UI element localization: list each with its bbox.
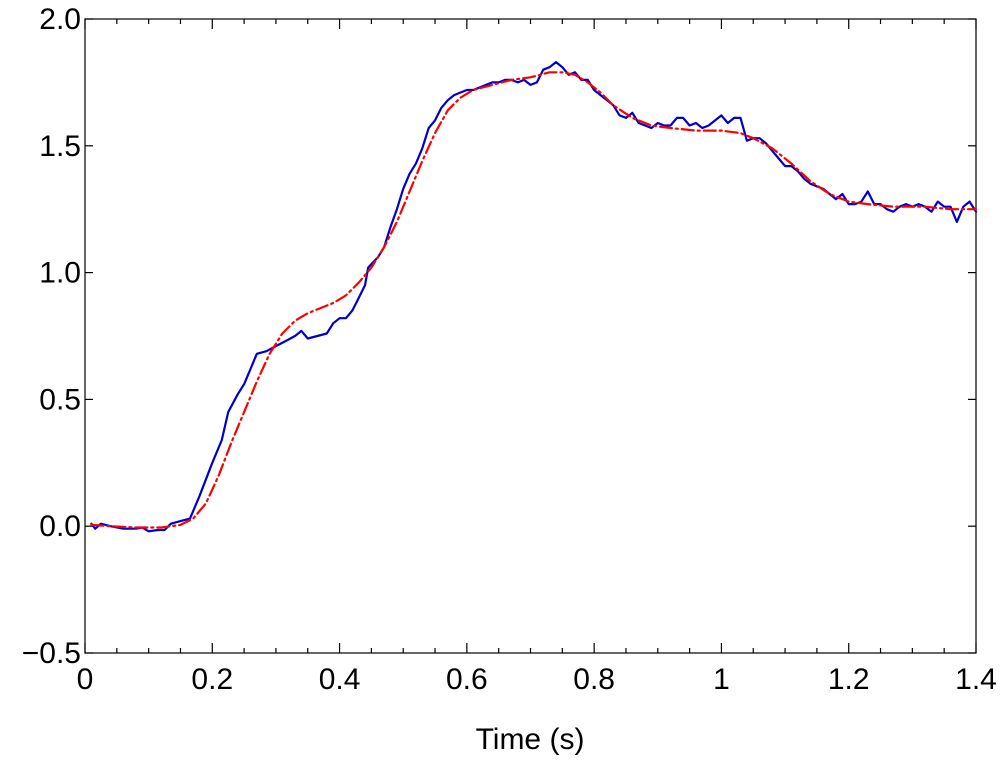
x-axis: 0 0.2 0.4 0.6 0.8 1 1.2 1.4 xyxy=(77,19,997,696)
x-tick-label: 1.4 xyxy=(955,663,997,696)
y-axis: −0.5 0.0 0.5 1.0 1.5 2.0 xyxy=(22,3,976,670)
x-tick-label: 0.2 xyxy=(191,663,233,696)
y-tick-label: −0.5 xyxy=(22,637,81,670)
series-layer xyxy=(90,61,978,533)
y-tick-label: 2.0 xyxy=(39,3,81,36)
series-line-2 xyxy=(90,71,978,529)
x-tick-label: 0 xyxy=(77,663,94,696)
x-tick-label: 1 xyxy=(713,663,730,696)
x-tick-label: 0.6 xyxy=(446,663,488,696)
y-tick-label: 0.5 xyxy=(39,383,81,416)
x-tick-label: 0.8 xyxy=(573,663,615,696)
plot-area xyxy=(84,18,977,654)
y-tick-label: 1.0 xyxy=(39,257,81,290)
y-tick-label: 0.0 xyxy=(39,510,81,543)
x-axis-title: Time (s) xyxy=(476,723,585,756)
x-tick-label: 1.2 xyxy=(828,663,870,696)
y-tick-label: 1.5 xyxy=(39,130,81,163)
x-tick-label: 0.4 xyxy=(319,663,361,696)
